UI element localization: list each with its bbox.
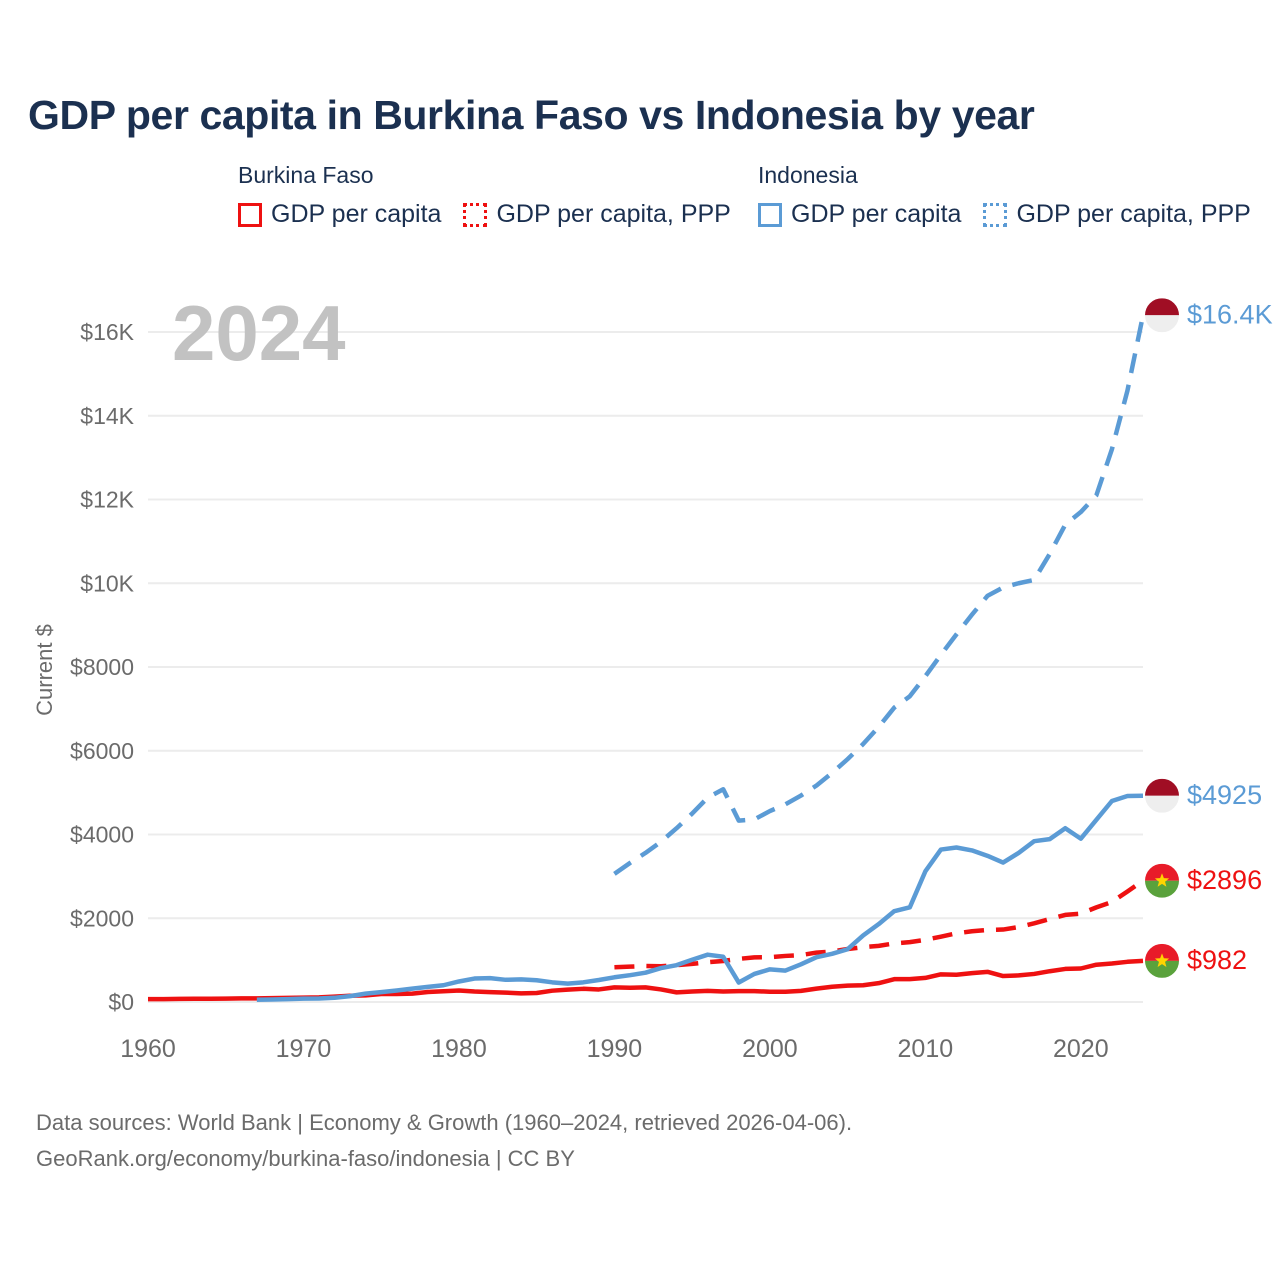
footer-attribution: GeoRank.org/economy/burkina-faso/indones… — [36, 1146, 575, 1171]
x-axis-tick-label: 2020 — [1053, 1035, 1109, 1063]
legend-swatch-dotted-red-icon — [463, 202, 488, 227]
x-axis-tick-label: 1960 — [120, 1035, 176, 1063]
watermark-year: 2024 — [172, 289, 346, 377]
legend-row-burkina-faso: GDP per capita GDP per capita, PPP — [238, 200, 731, 229]
end-value-label-burkina-faso-ppp: $2896 — [1187, 865, 1262, 895]
legend-swatch-solid-blue-icon — [758, 202, 782, 227]
end-value-label-indonesia-gdp: $4925 — [1187, 780, 1262, 810]
y-axis-tick-label: $12K — [80, 487, 134, 513]
legend-label-indonesia-ppp: GDP per capita, PPP — [1016, 200, 1251, 228]
y-axis-tick-label: $14K — [80, 403, 134, 429]
legend-group-title-indonesia: Indonesia — [758, 162, 858, 188]
y-axis-tick-label: $10K — [80, 570, 134, 596]
end-value-label-indonesia-ppp: $16.4K — [1187, 299, 1273, 329]
series-line-indonesia-gdp-per-capita-ppp — [613, 314, 1146, 876]
y-axis-tick-label: $16K — [80, 319, 134, 345]
legend-item-indonesia-gdp[interactable]: GDP per capita — [758, 200, 961, 229]
chart-series-layer — [147, 314, 1146, 1002]
series-line-burkina-faso-gdp-per-capita — [147, 958, 1144, 1002]
legend-label-indonesia-gdp: GDP per capita — [791, 200, 962, 228]
y-axis-tick-label: $8000 — [70, 654, 134, 680]
y-axis-tick-label: $6000 — [70, 738, 134, 764]
footer: Data sources: World Bank | Economy & Gro… — [36, 1105, 852, 1177]
legend-row-indonesia: GDP per capita GDP per capita, PPP — [758, 200, 1251, 229]
y-axis-tick-label: $0 — [108, 989, 134, 1015]
y-axis-title: Current $ — [32, 624, 57, 716]
flag-star-icon — [1154, 953, 1170, 967]
end-value-label-burkina-faso-gdp: $982 — [1187, 945, 1247, 975]
legend-item-burkina-faso-ppp[interactable]: GDP per capita, PPP — [463, 200, 731, 229]
x-axis-tick-label: 1970 — [276, 1035, 332, 1063]
legend-label-burkina-faso-gdp: GDP per capita — [271, 200, 442, 228]
legend-item-indonesia-ppp[interactable]: GDP per capita, PPP — [983, 200, 1251, 229]
y-axis-tick-label: $2000 — [70, 905, 134, 931]
x-axis-tick-label: 2010 — [898, 1035, 954, 1063]
x-axis-tick-labels: 1960 1970 1980 1990 2000 2010 2020 — [120, 1035, 1108, 1063]
x-axis-tick-label: 1990 — [587, 1035, 643, 1063]
legend-label-burkina-faso-ppp: GDP per capita, PPP — [496, 200, 731, 228]
x-axis-tick-label: 2000 — [742, 1035, 798, 1063]
legend-item-burkina-faso-gdp[interactable]: GDP per capita — [238, 200, 441, 229]
footer-data-sources: Data sources: World Bank | Economy & Gro… — [36, 1110, 853, 1135]
legend-swatch-solid-red-icon — [238, 202, 262, 227]
chart-endpoint-markers: $16.4K $4925 $2896 $982 — [1145, 298, 1273, 978]
series-line-indonesia-gdp-per-capita — [256, 793, 1144, 1002]
flag-star-icon — [1154, 873, 1170, 887]
legend-swatch-dotted-blue-icon — [983, 202, 1008, 227]
chart-legend: Burkina Faso GDP per capita GDP per capi… — [238, 162, 1258, 242]
chart-gridlines — [148, 331, 1143, 1003]
x-axis-tick-label: 1980 — [431, 1035, 487, 1063]
y-axis-tick-label: $4000 — [70, 822, 134, 848]
y-axis-tick-labels: $0 $2000 $4000 $6000 $8000 $10K $12K $14K $16K — [70, 319, 135, 1015]
legend-group-title-burkina-faso: Burkina Faso — [238, 162, 374, 188]
page-title: GDP per capita in Burkina Faso vs Indone… — [28, 92, 1035, 138]
series-line-burkina-faso-gdp-per-capita-ppp — [614, 878, 1145, 970]
